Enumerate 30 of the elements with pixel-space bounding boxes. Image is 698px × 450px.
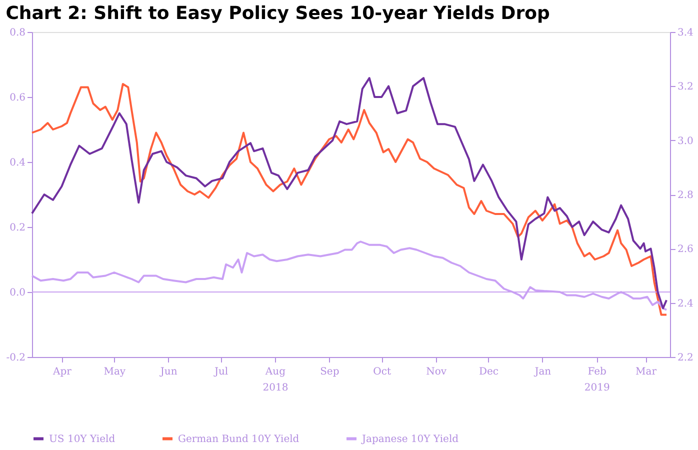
y2-tick-label: 2.2	[678, 352, 694, 364]
y-tick-label: 0.8	[10, 28, 26, 38]
y2-tick-label: 3.4	[678, 28, 694, 38]
y-tick-label: 0.4	[10, 158, 26, 168]
x-tick-label: Jan	[534, 366, 552, 378]
x-tick-label: May	[104, 366, 126, 378]
chart-title: Chart 2: Shift to Easy Policy Sees 10-year Yields Drop	[6, 3, 550, 24]
y-tick-label: 0.6	[10, 92, 26, 104]
line-series	[31, 240, 668, 311]
x-tick-label: Feb 2019	[584, 366, 610, 394]
x-tick-label: Apr	[52, 366, 72, 378]
legend-label: Japanese 10Y Yield	[361, 434, 460, 445]
y-tick-label: -0.2	[6, 352, 26, 364]
x-tick-label: Oct	[373, 366, 392, 378]
x-tick-label: Nov	[426, 366, 447, 378]
y2-tick-label: 2.4	[678, 298, 694, 310]
x-tick-label: Dec	[478, 366, 499, 378]
x-tick-label: Sep	[320, 366, 340, 378]
y2-tick-label: 3.2	[678, 82, 694, 93]
x-tick-label: Jul	[213, 366, 228, 378]
y2-tick-label: 3.0	[678, 136, 694, 147]
y-tick-label: 0.0	[10, 288, 26, 298]
legend-label: US 10Y Yield	[49, 434, 116, 445]
y2-tick-label: 2.8	[678, 190, 694, 201]
y2-tick-label: 2.6	[678, 244, 694, 256]
x-tick-label: Mar	[636, 366, 657, 378]
x-tick-label: Jun	[159, 366, 178, 378]
x-tick-label: Aug 2018	[262, 366, 288, 394]
y-tick-label: 0.2	[10, 222, 26, 234]
legend-label: German Bund 10Y Yield	[178, 434, 300, 445]
